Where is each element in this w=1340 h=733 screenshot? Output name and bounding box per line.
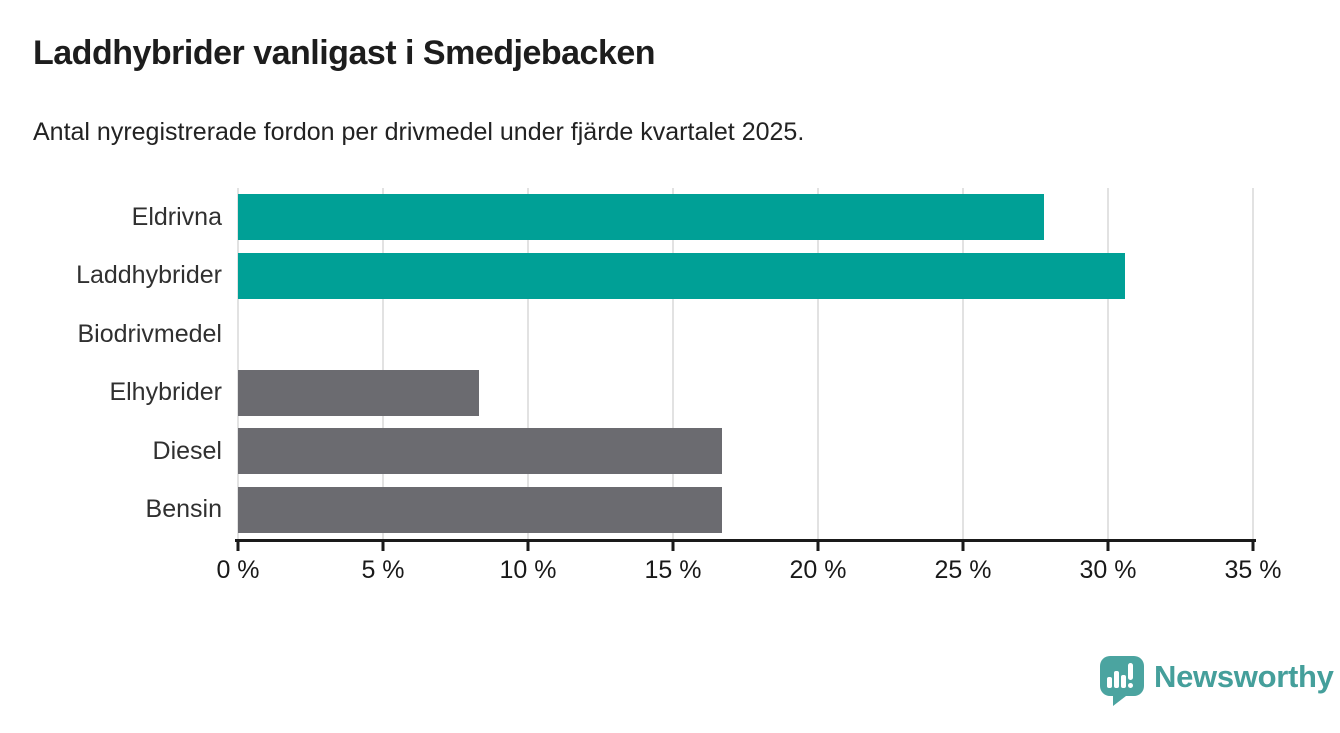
- category-label: Bensin: [145, 495, 222, 524]
- bar-row: Elhybrider: [109, 364, 1253, 423]
- x-tick-mark: [1106, 542, 1110, 551]
- x-tick-label: 30 %: [1079, 556, 1137, 584]
- grid-line: [527, 188, 529, 539]
- x-tick-mark: [526, 542, 530, 551]
- bar: [238, 428, 723, 475]
- x-tick-mark: [671, 542, 675, 551]
- x-tick-label: 35 %: [1224, 556, 1282, 584]
- x-tick-label: 15 %: [644, 556, 702, 584]
- bar-row: Biodrivmedel: [77, 305, 1253, 364]
- bar: [238, 369, 479, 416]
- bar: [238, 194, 1045, 241]
- bar-row: Laddhybrider: [76, 247, 1253, 306]
- x-tick-label: 25 %: [934, 556, 992, 584]
- category-label: Eldrivna: [131, 202, 222, 231]
- bar: [238, 486, 723, 533]
- x-tick-mark: [236, 542, 240, 551]
- grid-line: [382, 188, 384, 539]
- bar-row: Bensin: [146, 481, 1253, 540]
- speech-bubble-bar-chart-icon: [1100, 656, 1144, 706]
- x-tick-mark: [381, 542, 385, 551]
- x-tick-label: 0 %: [216, 556, 260, 584]
- bar-rows: Eldrivna Laddhybrider Biodrivmedel Elhybrid…: [76, 188, 1253, 540]
- x-tick-mark: [961, 542, 965, 551]
- grid-line: [237, 188, 239, 539]
- x-tick-label: 10 %: [499, 556, 557, 584]
- category-label: Elhybrider: [109, 378, 222, 407]
- bar-row: Diesel: [153, 422, 1253, 481]
- x-tick-label: 20 %: [789, 556, 847, 584]
- grid-line: [672, 188, 674, 539]
- x-tick-label: 5 %: [361, 556, 405, 584]
- chart-subtitle: Antal nyregistrerade fordon per drivmede…: [33, 118, 805, 146]
- category-label: Biodrivmedel: [77, 319, 222, 348]
- x-tick-mark: [816, 542, 820, 551]
- x-tick-mark: [1251, 542, 1255, 551]
- category-label: Diesel: [152, 436, 222, 465]
- bar-row: Eldrivna: [132, 188, 1253, 247]
- newsworthy-logo: Newsworthy: [1100, 656, 1334, 706]
- bar: [238, 252, 1126, 299]
- chart-title: Laddhybrider vanligast i Smedjebacken: [33, 34, 656, 72]
- grid-line: [962, 188, 964, 539]
- brand-name: Newsworthy: [1154, 659, 1334, 694]
- grid-line: [1252, 188, 1254, 539]
- x-axis-line: [235, 539, 1256, 542]
- grid-line: [1107, 188, 1109, 539]
- category-label: Laddhybrider: [76, 261, 222, 290]
- grid-line: [817, 188, 819, 539]
- plot-area: Eldrivna Laddhybrider Biodrivmedel Elhybrid…: [76, 188, 1281, 584]
